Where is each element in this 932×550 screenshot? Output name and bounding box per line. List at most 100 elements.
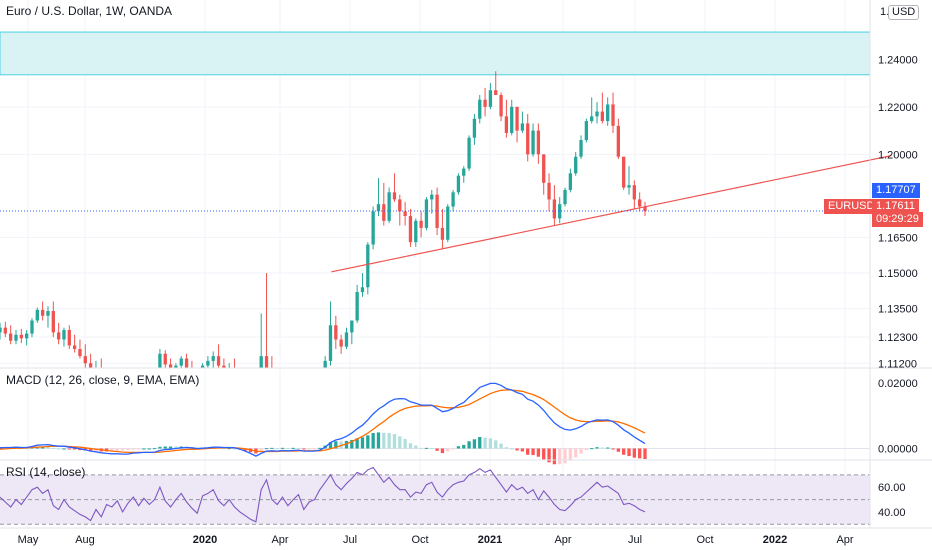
macd-histogram-bar bbox=[424, 447, 429, 449]
candle-body bbox=[387, 192, 391, 221]
macd-histogram-bar bbox=[536, 448, 541, 457]
price-tick-label: 1.13500 bbox=[878, 304, 918, 316]
candle-body bbox=[72, 345, 77, 350]
price-tick-label: 1.22000 bbox=[878, 102, 918, 114]
candle-body bbox=[504, 116, 509, 133]
candle-body bbox=[392, 192, 397, 200]
macd-histogram-bar bbox=[403, 438, 407, 449]
candle-body bbox=[158, 353, 162, 368]
candle-body bbox=[222, 365, 226, 368]
candle-body bbox=[344, 332, 349, 347]
candle-body bbox=[211, 356, 215, 361]
candle-body bbox=[376, 204, 381, 212]
macd-histogram-bar bbox=[158, 446, 162, 449]
candle-body bbox=[313, 423, 316, 428]
time-tick-label: 2020 bbox=[193, 534, 217, 546]
macd-histogram-bar bbox=[563, 448, 567, 464]
partial-top-tick: 1. bbox=[880, 6, 890, 18]
candle-body bbox=[3, 327, 7, 334]
macd-histogram-bar bbox=[435, 448, 439, 451]
price-tick-label: 1.12300 bbox=[878, 332, 918, 344]
candle-body bbox=[558, 204, 562, 219]
candle-body bbox=[478, 99, 482, 119]
candle-body bbox=[371, 211, 375, 245]
candle-body bbox=[606, 104, 610, 122]
macd-histogram-bar bbox=[227, 448, 231, 450]
macd-histogram-bar bbox=[232, 448, 237, 450]
macd-histogram-bar bbox=[451, 448, 455, 450]
candle-body bbox=[462, 168, 466, 176]
candle-body bbox=[579, 140, 583, 157]
macd-legend: MACD (12, 26, close, 9, EMA, EMA) bbox=[6, 373, 200, 387]
macd-histogram-bar bbox=[126, 448, 130, 451]
candle-body bbox=[264, 356, 269, 368]
macd-histogram-bar bbox=[67, 448, 71, 450]
candle-body bbox=[174, 365, 178, 368]
macd-pane bbox=[0, 382, 870, 465]
resistance-zone bbox=[0, 31, 871, 76]
macd-histogram-bar bbox=[25, 448, 29, 450]
price-candles bbox=[0, 71, 647, 428]
candle-body bbox=[179, 358, 183, 366]
time-tick-label: Apr bbox=[836, 534, 853, 546]
candle-body bbox=[334, 325, 338, 340]
macd-histogram-bar bbox=[488, 438, 493, 449]
candle-body bbox=[408, 216, 413, 243]
macd-histogram-bar bbox=[467, 441, 471, 449]
macd-histogram-bar bbox=[510, 448, 514, 450]
rsi-pane bbox=[0, 466, 870, 525]
candle-body bbox=[638, 199, 642, 207]
support-trendline[interactable] bbox=[331, 154, 892, 273]
candle-body bbox=[244, 392, 247, 404]
macd-histogram-bar bbox=[46, 446, 50, 449]
candle-body bbox=[446, 206, 450, 240]
time-tick-label: Apr bbox=[271, 534, 288, 546]
currency-selector[interactable]: USD bbox=[888, 5, 920, 20]
price-tick-label: 1.20000 bbox=[878, 149, 918, 161]
candle-body bbox=[62, 330, 66, 340]
candle-body bbox=[467, 137, 471, 169]
candle-body bbox=[456, 175, 461, 193]
candle-body bbox=[40, 309, 45, 316]
macd-histogram-bar bbox=[142, 448, 146, 450]
candle-body bbox=[30, 320, 34, 334]
macd-histogram-bar bbox=[307, 448, 311, 450]
macd-histogram-bar bbox=[611, 448, 615, 450]
macd-histogram-bar bbox=[499, 443, 503, 449]
candle-body bbox=[233, 368, 236, 377]
candle-body bbox=[163, 353, 167, 365]
candle-body bbox=[56, 332, 61, 340]
macd-histogram-bar bbox=[110, 448, 114, 452]
candle-body bbox=[78, 349, 82, 357]
price-axis[interactable]: 1.24000 1.22000 1.20000 1.16500 1.15000 1.135… bbox=[878, 54, 918, 519]
candle-body bbox=[419, 220, 423, 228]
macd-tick-label: 0.02000 bbox=[878, 378, 918, 390]
candle-body bbox=[600, 111, 605, 122]
macd-histogram-bar bbox=[456, 446, 461, 449]
time-tick-label: Oct bbox=[411, 534, 428, 546]
macd-histogram-bar bbox=[643, 448, 647, 460]
candle-body bbox=[323, 360, 327, 368]
candle-body bbox=[14, 334, 18, 341]
macd-histogram-bar bbox=[494, 440, 498, 449]
price-tick-label: 1.16500 bbox=[878, 232, 918, 244]
candle-body bbox=[451, 192, 455, 207]
candle-body bbox=[440, 227, 445, 240]
macd-signal-line bbox=[0, 389, 646, 454]
macd-histogram-bar bbox=[275, 448, 279, 450]
candle-body bbox=[632, 185, 636, 200]
candle-body bbox=[206, 360, 210, 366]
candle-body bbox=[318, 401, 321, 422]
candle-body bbox=[488, 90, 493, 107]
symbol-tag[interactable]: EURUSD bbox=[824, 199, 879, 214]
time-axis[interactable]: May Aug 2020 Apr Jul Oct 2021 Apr Jul Oct 2022 Apr bbox=[18, 534, 854, 546]
macd-histogram-bar bbox=[376, 432, 381, 449]
macd-histogram-bar bbox=[638, 448, 642, 459]
candle-body bbox=[526, 123, 530, 155]
candle-body bbox=[35, 309, 39, 321]
macd-histogram-bar bbox=[590, 448, 594, 450]
candle-body bbox=[584, 121, 589, 141]
time-tick-label: Oct bbox=[696, 534, 713, 546]
candle-body bbox=[276, 404, 279, 421]
